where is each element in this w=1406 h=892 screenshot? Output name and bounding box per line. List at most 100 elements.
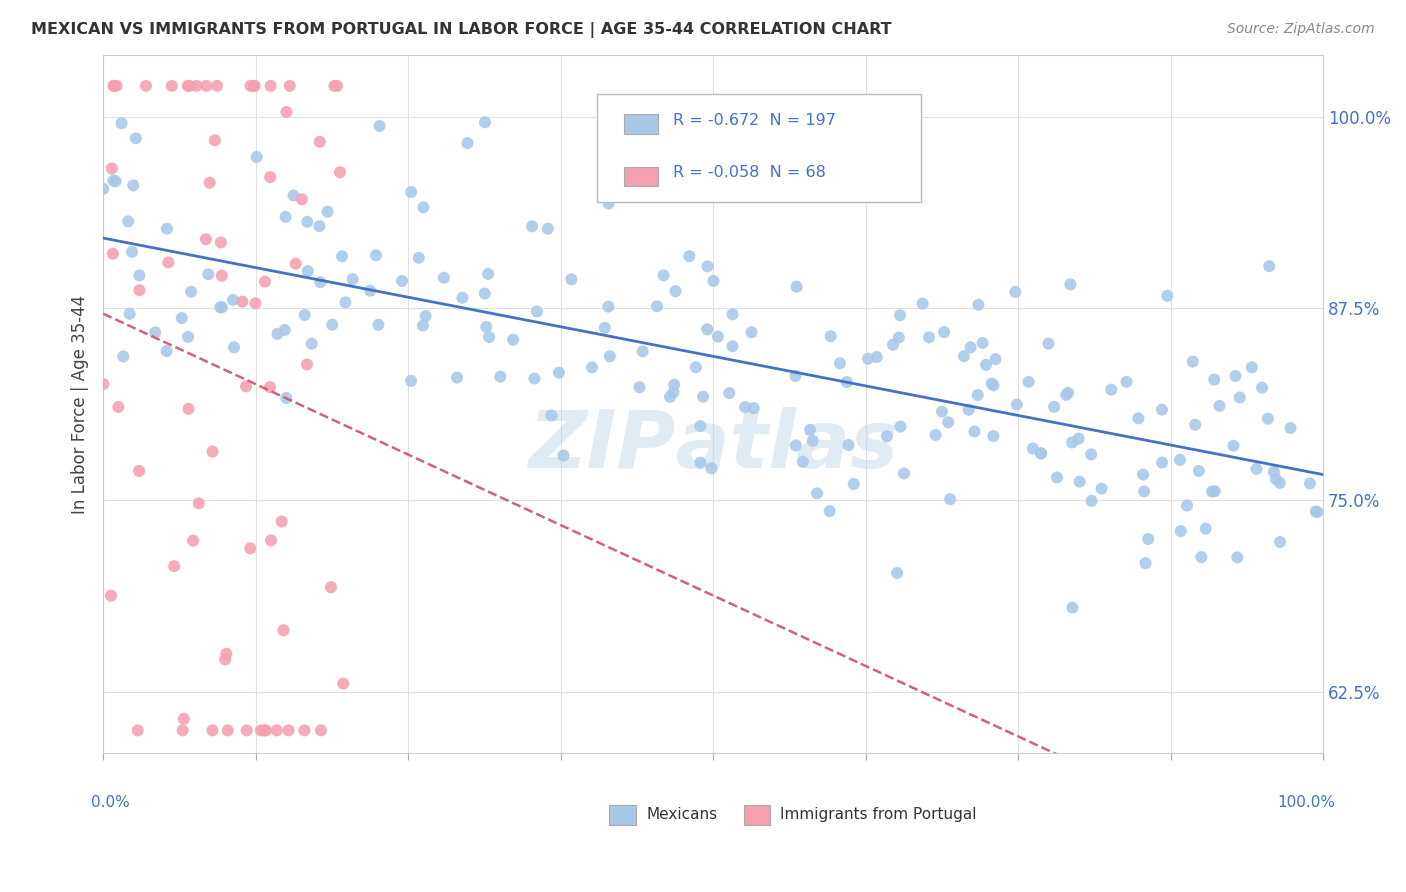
Point xyxy=(553,449,575,463)
Point xyxy=(1268,475,1291,490)
Point xyxy=(963,425,986,439)
Point xyxy=(163,559,186,574)
Point xyxy=(652,268,675,283)
Point xyxy=(1279,421,1302,435)
Point xyxy=(270,515,292,529)
Point xyxy=(707,329,730,343)
Point xyxy=(537,221,560,235)
Point xyxy=(297,264,319,278)
Point xyxy=(104,174,127,188)
Point xyxy=(260,533,283,548)
Point xyxy=(1258,259,1281,273)
Point xyxy=(128,268,150,283)
Point xyxy=(721,307,744,321)
Point xyxy=(893,467,915,481)
Point xyxy=(127,723,149,738)
Point xyxy=(478,330,501,344)
Point xyxy=(242,78,264,93)
Point xyxy=(628,380,651,394)
Point xyxy=(692,390,714,404)
Point xyxy=(128,464,150,478)
Point xyxy=(222,340,245,354)
Point xyxy=(1067,432,1090,446)
Point xyxy=(309,275,332,289)
Point xyxy=(475,320,498,334)
Point xyxy=(195,78,218,93)
Point xyxy=(939,492,962,507)
Point xyxy=(931,404,953,418)
Point xyxy=(266,326,288,341)
Point xyxy=(217,723,239,738)
Point xyxy=(1201,484,1223,499)
Point xyxy=(399,185,422,199)
Point xyxy=(329,165,352,179)
Point xyxy=(828,356,851,370)
Point xyxy=(1128,411,1150,425)
Point xyxy=(332,676,354,690)
Point xyxy=(239,78,262,93)
Point xyxy=(523,371,546,385)
Point xyxy=(924,428,946,442)
Point xyxy=(156,221,179,235)
Point xyxy=(1188,464,1211,478)
Point xyxy=(820,329,842,343)
FancyBboxPatch shape xyxy=(624,114,658,134)
Point xyxy=(100,589,122,603)
Point xyxy=(187,496,209,510)
Point xyxy=(211,268,233,283)
Point xyxy=(1090,482,1112,496)
Point xyxy=(631,344,654,359)
Point xyxy=(489,369,512,384)
Point xyxy=(801,434,824,448)
Point xyxy=(1060,435,1083,450)
Text: 0.0%: 0.0% xyxy=(91,796,129,810)
Point xyxy=(474,115,496,129)
Point xyxy=(740,326,762,340)
Point xyxy=(412,200,434,214)
Point xyxy=(101,161,124,176)
Point xyxy=(110,116,132,130)
Text: R = -0.058  N = 68: R = -0.058 N = 68 xyxy=(673,165,825,180)
Point xyxy=(103,78,125,93)
Point xyxy=(274,210,297,224)
Point xyxy=(700,461,723,475)
Point xyxy=(1306,505,1329,519)
Point xyxy=(283,188,305,202)
Point xyxy=(308,135,330,149)
Point xyxy=(1057,385,1080,400)
Point xyxy=(1137,532,1160,546)
Point xyxy=(1229,391,1251,405)
Point xyxy=(243,78,266,93)
Text: Source: ZipAtlas.com: Source: ZipAtlas.com xyxy=(1227,22,1375,37)
Point xyxy=(918,330,941,344)
Point xyxy=(446,370,468,384)
Point xyxy=(451,291,474,305)
Point xyxy=(91,182,114,196)
Point xyxy=(866,350,889,364)
Point xyxy=(1022,442,1045,456)
Text: Mexicans: Mexicans xyxy=(645,807,717,822)
Point xyxy=(786,279,808,293)
Point xyxy=(101,246,124,260)
Point xyxy=(128,283,150,297)
Point xyxy=(1133,484,1156,499)
Point xyxy=(211,300,233,314)
Point xyxy=(1029,446,1052,460)
Point xyxy=(1004,285,1026,299)
Text: R = -0.672  N = 197: R = -0.672 N = 197 xyxy=(673,112,835,128)
Point xyxy=(474,286,496,301)
Point xyxy=(266,723,288,738)
Point xyxy=(983,429,1005,443)
Point xyxy=(1204,372,1226,386)
Point xyxy=(125,131,148,145)
Point xyxy=(1135,556,1157,570)
Point xyxy=(201,723,224,738)
Point xyxy=(308,219,330,234)
Point xyxy=(806,486,828,500)
Point xyxy=(689,419,711,434)
Point xyxy=(295,357,318,371)
Point xyxy=(718,386,741,401)
Point xyxy=(936,415,959,429)
Point xyxy=(599,349,621,363)
Point xyxy=(205,78,228,93)
